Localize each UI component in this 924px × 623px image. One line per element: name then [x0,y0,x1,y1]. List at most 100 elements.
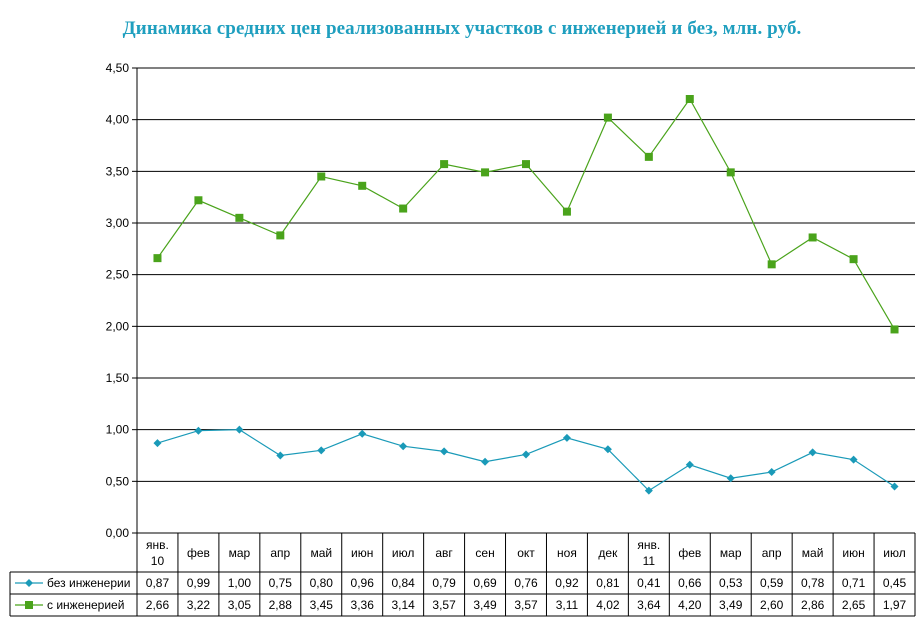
data-point [440,447,449,456]
data-label: 3,14 [391,598,415,612]
data-label: 3,22 [187,598,211,612]
data-point [276,231,285,240]
data-label: 0,84 [391,576,415,590]
data-label: 0,71 [842,576,866,590]
data-label: 3,36 [351,598,375,612]
legend-label: без инженерии [47,576,130,590]
data-point [440,160,449,169]
y-tick-label: 2,50 [106,268,130,282]
y-tick-label: 2,00 [106,319,130,333]
x-tick-label: окт [517,546,535,560]
data-label: 3,49 [719,598,743,612]
data-point [849,255,858,264]
data-label: 3,45 [310,598,334,612]
data-point [726,474,735,483]
data-label: 0,87 [146,576,170,590]
x-tick-label: июн [351,546,373,560]
data-label: 3,11 [556,598,579,612]
data-point [562,433,571,442]
data-label: 0,96 [351,576,375,590]
data-label: 4,02 [596,598,620,612]
legend-marker [25,601,33,609]
data-point [767,468,776,477]
y-tick-label: 4,00 [106,113,130,127]
data-label: 0,80 [310,576,334,590]
data-label: 0,78 [801,576,825,590]
data-label: 0,53 [719,576,743,590]
data-label: 0,45 [883,576,907,590]
data-point [644,486,653,495]
x-tick-label: авг [435,546,453,560]
y-tick-label: 0,00 [106,526,130,540]
data-label: 0,75 [269,576,293,590]
x-tick-label: июн [842,546,864,560]
data-label: 0,99 [187,576,211,590]
data-label: 0,79 [432,576,456,590]
data-point [808,233,817,242]
data-point [235,213,244,222]
x-tick-label: сен [475,546,494,560]
data-label: 2,86 [801,598,825,612]
data-label: 0,69 [473,576,497,590]
x-tick-label: фев [678,546,701,560]
data-point [153,254,162,263]
y-tick-label: 1,50 [106,371,130,385]
x-tick-label: янв. [637,538,660,552]
x-tick-label: 10 [151,554,165,568]
data-point [522,450,530,459]
data-point [808,448,817,457]
x-tick-label: ноя [557,546,577,560]
series-line [156,97,896,330]
x-tick-label: июл [883,546,905,560]
data-label: 0,59 [760,576,784,590]
data-point [685,460,694,469]
data-label: 4,20 [678,598,702,612]
y-tick-label: 4,50 [106,61,130,75]
data-point [603,445,612,454]
data-point [726,168,735,177]
data-point [685,95,694,103]
data-point [849,455,858,464]
x-tick-label: июл [392,546,414,560]
x-tick-label: май [802,546,824,560]
data-label: 0,81 [596,576,620,590]
data-label: 2,65 [842,598,866,612]
legend-label: с инженерией [47,598,124,612]
data-label: 1,00 [228,576,252,590]
data-label: 3,57 [514,598,538,612]
data-label: 3,64 [637,598,661,612]
data-point [358,429,367,438]
x-tick-label: янв. [146,538,169,552]
data-label: 1,97 [883,598,907,612]
data-label: 0,76 [514,576,538,590]
data-point [194,196,203,205]
data-point [153,439,162,448]
data-point [358,181,367,190]
y-tick-label: 3,50 [106,164,130,178]
data-label: 3,05 [228,598,252,612]
data-point [644,152,653,161]
data-point [235,425,244,434]
y-tick-label: 0,50 [106,474,130,488]
y-tick-label: 3,00 [106,216,130,230]
x-tick-label: май [310,546,332,560]
data-point [767,260,776,269]
x-tick-label: 11 [643,554,656,568]
y-tick-label: 1,00 [106,423,130,437]
data-label: 2,66 [146,598,170,612]
x-tick-label: апр [762,546,782,560]
data-point [481,457,490,466]
data-point [276,451,285,460]
x-tick-label: мар [720,546,742,560]
data-label: 2,60 [760,598,784,612]
x-tick-label: фев [187,546,210,560]
data-label: 0,66 [678,576,702,590]
data-point [317,172,326,181]
data-point [603,113,612,122]
data-point [481,168,490,177]
data-label: 0,92 [555,576,579,590]
x-tick-label: мар [229,546,251,560]
data-point [890,325,899,334]
data-label: 2,88 [269,598,293,612]
